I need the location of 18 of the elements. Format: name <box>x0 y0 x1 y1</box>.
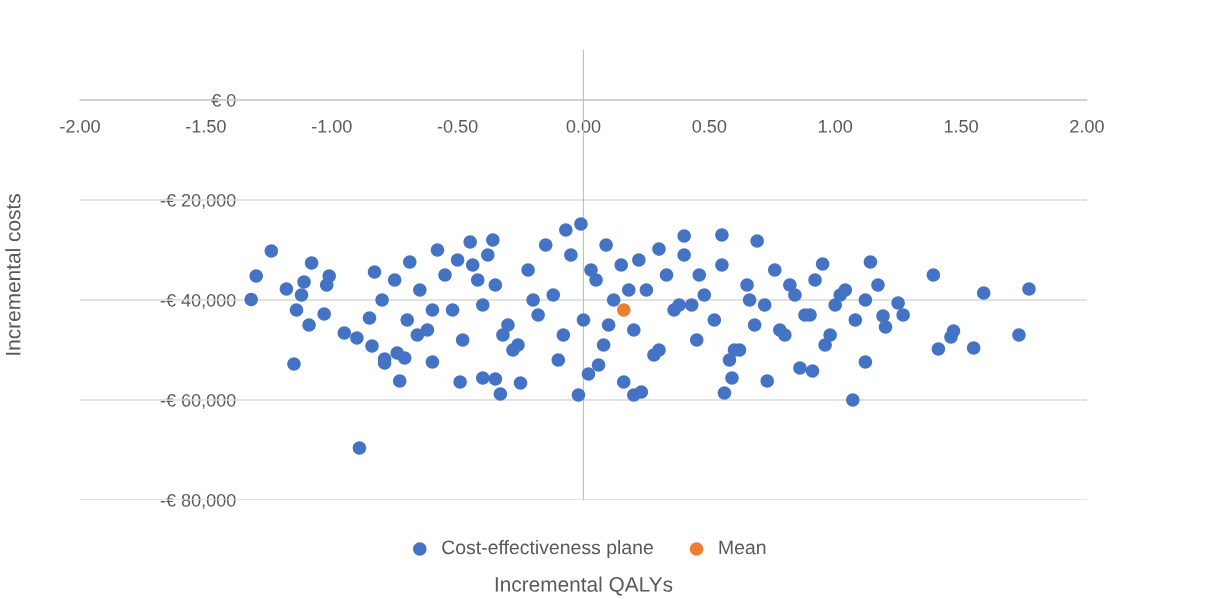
x-axis-title: Incremental QALYs <box>495 576 673 596</box>
x-tick-label: 1.50 <box>944 119 978 133</box>
x-tick-label: -1.50 <box>186 119 226 133</box>
x-tick-label: 2.00 <box>1070 119 1104 133</box>
x-tick-label: -0.50 <box>437 119 478 133</box>
y-tick-label: -€ 20,000 <box>160 193 236 209</box>
y-tick-label: € 0 <box>211 93 236 107</box>
x-tick-label: -1.00 <box>311 119 352 133</box>
x-tick-label: 0.50 <box>692 119 727 133</box>
legend-label: Mean <box>719 540 766 555</box>
y-axis-title: Incremental costs <box>5 194 21 355</box>
y-tick-label: -€ 80,000 <box>160 493 236 509</box>
legend-label: Cost-effectiveness plane <box>442 539 653 559</box>
x-tick-label: 0.00 <box>566 119 601 133</box>
y-tick-label: -€ 60,000 <box>160 393 236 409</box>
x-tick-label: -2.00 <box>60 119 100 133</box>
x-tick-label: 1.00 <box>818 119 853 133</box>
y-tick-label: -€ 40,000 <box>160 293 236 309</box>
